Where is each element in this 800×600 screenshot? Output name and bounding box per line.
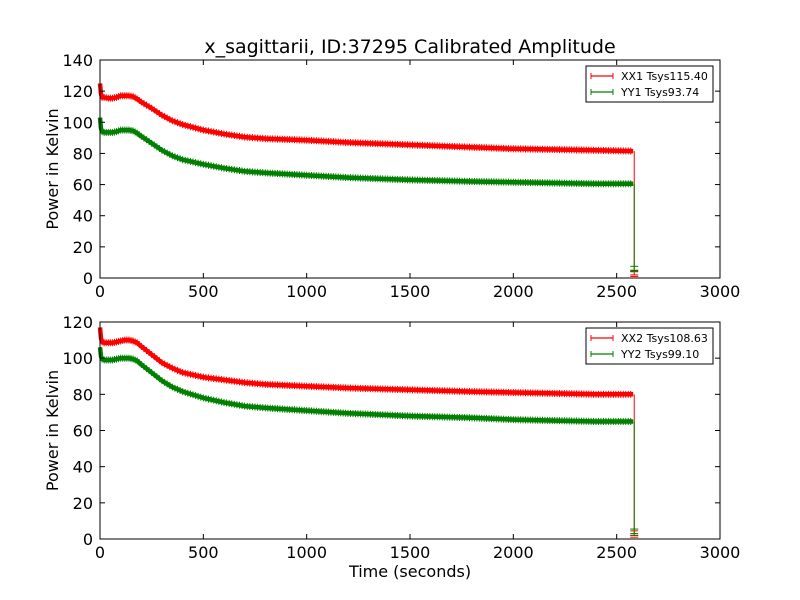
x-tick-label: 1000 [286, 282, 327, 301]
y-tick-label: 20 [73, 494, 93, 513]
y-tick-label: 40 [73, 207, 93, 226]
x-tick-label: 2000 [493, 282, 534, 301]
x-tick-label: 500 [188, 282, 219, 301]
series-yy2 [97, 343, 639, 536]
legend-label: XX1 Tsys115.40 [621, 70, 708, 83]
y-tick-label: 80 [73, 144, 93, 163]
y-tick-label: 140 [62, 51, 93, 70]
x-tick-label: 2000 [493, 543, 534, 562]
y-tick-label: 60 [73, 422, 93, 441]
y-tick-label: 40 [73, 458, 93, 477]
legend-box [585, 327, 714, 365]
y-tick-label: 120 [62, 313, 93, 332]
x-tick-label: 1500 [390, 543, 431, 562]
top-panel: 0 500 1000 1500 2000 2500 3000 0 20 40 60 80 100 120 1… [43, 51, 740, 301]
x-tick-label: 500 [188, 543, 219, 562]
series-yy1 [97, 114, 639, 273]
x-tick-label: 2500 [596, 282, 637, 301]
y-tick-label: 0 [83, 530, 93, 549]
x-axis-label: Time (seconds) [348, 562, 471, 581]
chart-title: x_sagittarii, ID:37295 Calibrated Amplit… [204, 36, 615, 58]
y-tick-label: 80 [73, 385, 93, 404]
bottom-panel: 0 500 1000 1500 2000 2500 3000 0 20 40 60 80 100 120 P… [43, 313, 740, 562]
x-tick-label: 0 [95, 543, 105, 562]
x-tick-label: 3000 [700, 282, 741, 301]
x-tick-label: 1000 [286, 543, 327, 562]
series-xx1 [97, 79, 639, 277]
legend: XX2 Tsys108.63 YY2 Tsys99.10 [585, 327, 714, 365]
legend-label: XX2 Tsys108.63 [621, 332, 708, 345]
x-tick-label: 2500 [596, 543, 637, 562]
y-tick-label: 120 [62, 82, 93, 101]
y-tick-label: 0 [83, 269, 93, 288]
y-tick-label: 100 [62, 349, 93, 368]
legend-label: YY1 Tsys93.74 [620, 86, 699, 99]
y-tick-label: 100 [62, 113, 93, 132]
x-tick-label: 3000 [700, 543, 741, 562]
x-tick-label: 0 [95, 282, 105, 301]
x-tick-label: 1500 [390, 282, 431, 301]
y-axis-label: Power in Kelvin [43, 108, 62, 229]
legend-box [585, 65, 714, 103]
y-tick-label: 60 [73, 176, 93, 195]
y-tick-label: 20 [73, 238, 93, 257]
y-axis-label: Power in Kelvin [43, 370, 62, 491]
legend: XX1 Tsys115.40 YY1 Tsys93.74 [585, 65, 714, 103]
legend-label: YY2 Tsys99.10 [620, 348, 699, 361]
